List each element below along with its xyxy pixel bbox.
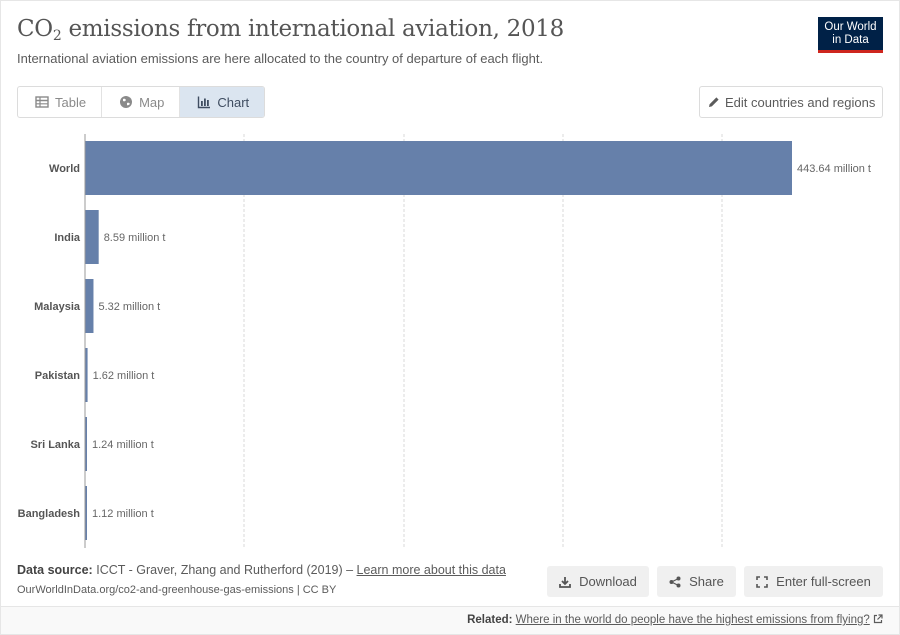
bar-india [85,210,99,264]
globe-icon [120,96,133,108]
value-label-pakistan: 1.62 million t [93,370,155,382]
data-source-text: ICCT - Graver, Zhang and Rutherford (201… [96,563,357,577]
related-link[interactable]: Where in the world do people have the hi… [515,614,870,626]
external-link-icon [873,614,883,624]
share-icon [669,576,681,587]
chart-icon [198,96,211,109]
view-tabs: Table Map Chart [17,86,266,118]
value-label-sri-lanka: 1.24 million t [92,439,154,451]
edit-countries-button[interactable]: Edit countries and regions [699,86,883,118]
chart-title: CO2 emissions from international aviatio… [17,16,564,44]
pencil-icon [709,97,719,107]
category-label-world: World [49,163,80,175]
bar-malaysia [85,279,94,333]
download-label: Download [579,574,637,589]
chart-subtitle: International aviation emissions are her… [17,51,544,66]
bar-pakistan [85,348,88,402]
related-article: Related: Where in the world do people ha… [467,614,883,626]
tab-map[interactable]: Map [101,87,179,117]
category-label-malaysia: Malaysia [34,301,81,313]
value-label-malaysia: 5.32 million t [98,301,160,313]
data-source: Data source: ICCT - Graver, Zhang and Ru… [17,563,506,577]
learn-more-link[interactable]: Learn more about this data [356,563,506,577]
table-icon [35,96,49,108]
tab-chart[interactable]: Chart [179,87,265,117]
edit-countries-label: Edit countries and regions [725,94,876,110]
expand-icon [756,575,768,588]
share-button[interactable]: Share [657,566,736,597]
tab-table[interactable]: Table [18,87,101,117]
owid-logo[interactable]: Our World in Data [818,17,883,53]
logo-line-2: in Data [832,33,869,46]
category-label-india: India [54,232,81,244]
download-button[interactable]: Download [547,566,649,597]
download-icon [559,576,571,588]
bar-sri-lanka [85,417,87,471]
source-url: OurWorldInData.org/co2-and-greenhouse-ga… [17,584,337,596]
category-label-sri-lanka: Sri Lanka [30,439,80,451]
bar-bangladesh [85,486,87,540]
category-label-pakistan: Pakistan [35,370,81,382]
share-label: Share [689,574,724,589]
category-label-bangladesh: Bangladesh [18,508,81,520]
fullscreen-label: Enter full-screen [776,574,871,589]
logo-line-1: Our World [824,21,877,33]
bar-chart: World 443.64 million t India 8.59 million t… [18,134,871,548]
related-bar [1,606,899,634]
tab-table-label: Table [55,94,87,110]
bar-world [85,141,792,195]
related-label: Related: [467,614,513,626]
value-label-world: 443.64 million t [797,163,871,175]
tab-chart-label: Chart [217,94,250,110]
tab-map-label: Map [139,94,165,110]
value-label-india: 8.59 million t [104,232,166,244]
data-source-label: Data source: [17,563,93,577]
value-label-bangladesh: 1.12 million t [92,508,154,520]
fullscreen-button[interactable]: Enter full-screen [744,566,883,597]
